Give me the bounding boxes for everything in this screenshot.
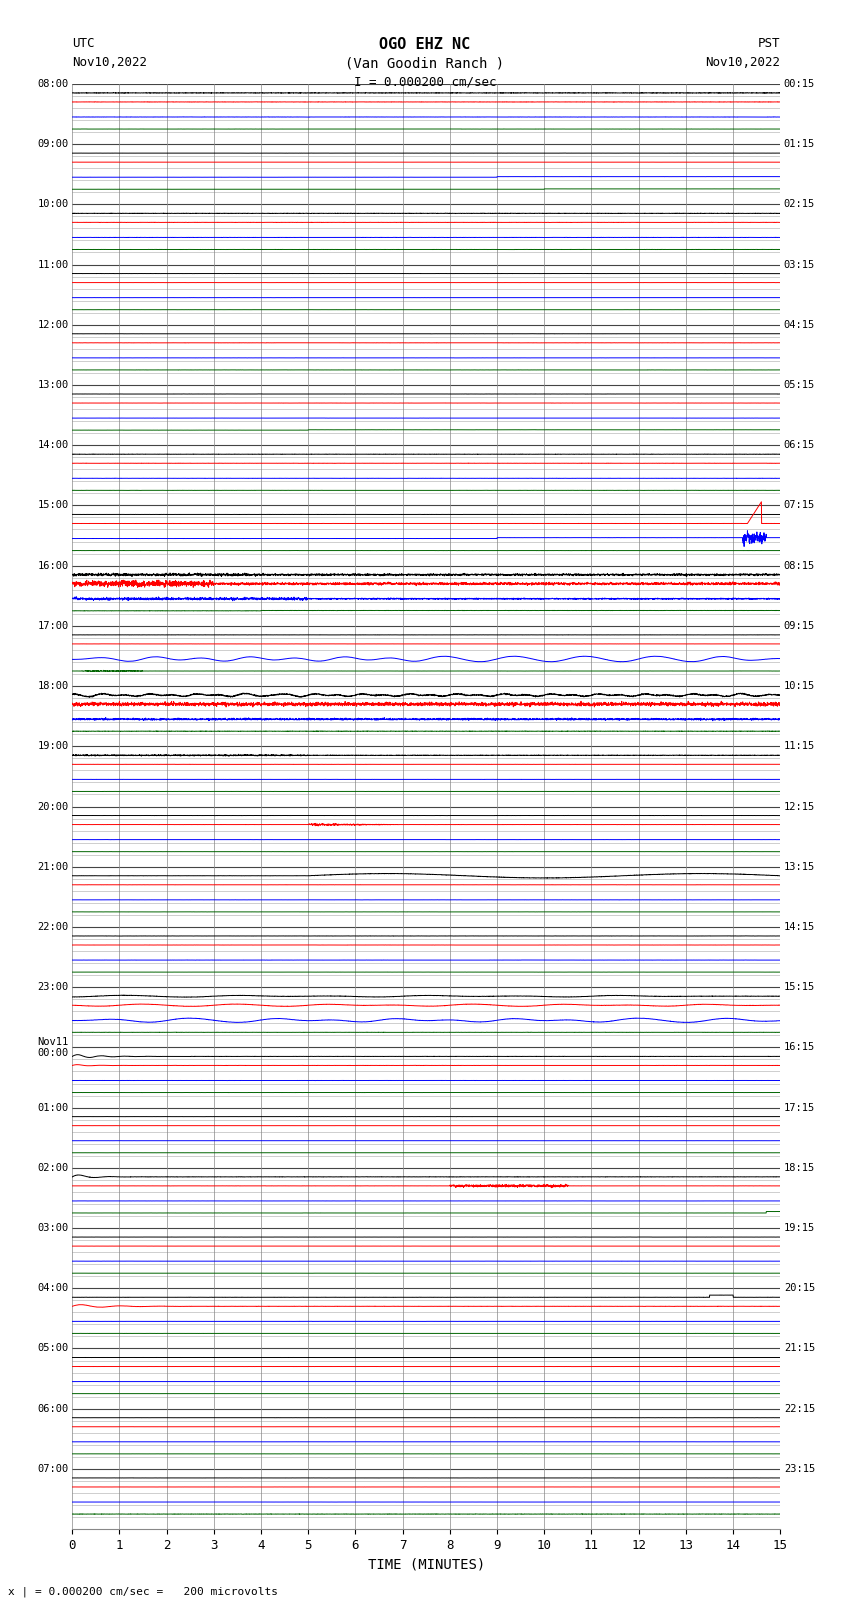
X-axis label: TIME (MINUTES): TIME (MINUTES) bbox=[368, 1558, 484, 1571]
Text: 08:15: 08:15 bbox=[784, 561, 815, 571]
Text: 05:15: 05:15 bbox=[784, 381, 815, 390]
Text: 15:00: 15:00 bbox=[37, 500, 69, 510]
Text: 14:15: 14:15 bbox=[784, 923, 815, 932]
Text: 21:00: 21:00 bbox=[37, 861, 69, 871]
Text: 19:15: 19:15 bbox=[784, 1223, 815, 1232]
Text: 01:00: 01:00 bbox=[37, 1103, 69, 1113]
Text: 20:00: 20:00 bbox=[37, 802, 69, 811]
Text: 03:00: 03:00 bbox=[37, 1223, 69, 1232]
Text: 18:15: 18:15 bbox=[784, 1163, 815, 1173]
Text: 20:15: 20:15 bbox=[784, 1284, 815, 1294]
Text: 23:15: 23:15 bbox=[784, 1465, 815, 1474]
Text: 00:15: 00:15 bbox=[784, 79, 815, 89]
Text: 01:15: 01:15 bbox=[784, 139, 815, 148]
Text: 02:15: 02:15 bbox=[784, 200, 815, 210]
Text: 12:15: 12:15 bbox=[784, 802, 815, 811]
Text: UTC: UTC bbox=[72, 37, 94, 50]
Text: 06:00: 06:00 bbox=[37, 1403, 69, 1413]
Text: Nov10,2022: Nov10,2022 bbox=[72, 56, 147, 69]
Text: 07:15: 07:15 bbox=[784, 500, 815, 510]
Text: (Van Goodin Ranch ): (Van Goodin Ranch ) bbox=[345, 56, 505, 71]
Text: 10:15: 10:15 bbox=[784, 681, 815, 690]
Text: 14:00: 14:00 bbox=[37, 440, 69, 450]
Text: 13:15: 13:15 bbox=[784, 861, 815, 871]
Text: 03:15: 03:15 bbox=[784, 260, 815, 269]
Text: 21:15: 21:15 bbox=[784, 1344, 815, 1353]
Text: 02:00: 02:00 bbox=[37, 1163, 69, 1173]
Text: x | = 0.000200 cm/sec =   200 microvolts: x | = 0.000200 cm/sec = 200 microvolts bbox=[8, 1586, 279, 1597]
Text: Nov11
00:00: Nov11 00:00 bbox=[37, 1037, 69, 1058]
Text: 06:15: 06:15 bbox=[784, 440, 815, 450]
Text: 05:00: 05:00 bbox=[37, 1344, 69, 1353]
Text: 16:00: 16:00 bbox=[37, 561, 69, 571]
Text: OGO EHZ NC: OGO EHZ NC bbox=[379, 37, 471, 52]
Text: 09:00: 09:00 bbox=[37, 139, 69, 148]
Text: 09:15: 09:15 bbox=[784, 621, 815, 631]
Text: 10:00: 10:00 bbox=[37, 200, 69, 210]
Text: 12:00: 12:00 bbox=[37, 319, 69, 329]
Text: 18:00: 18:00 bbox=[37, 681, 69, 690]
Text: 15:15: 15:15 bbox=[784, 982, 815, 992]
Text: 23:00: 23:00 bbox=[37, 982, 69, 992]
Text: Nov10,2022: Nov10,2022 bbox=[706, 56, 780, 69]
Text: I = 0.000200 cm/sec: I = 0.000200 cm/sec bbox=[354, 76, 496, 89]
Text: 11:15: 11:15 bbox=[784, 742, 815, 752]
Text: 07:00: 07:00 bbox=[37, 1465, 69, 1474]
Text: 19:00: 19:00 bbox=[37, 742, 69, 752]
Text: 22:00: 22:00 bbox=[37, 923, 69, 932]
Text: 11:00: 11:00 bbox=[37, 260, 69, 269]
Text: 04:00: 04:00 bbox=[37, 1284, 69, 1294]
Text: 17:15: 17:15 bbox=[784, 1103, 815, 1113]
Text: 04:15: 04:15 bbox=[784, 319, 815, 329]
Text: 22:15: 22:15 bbox=[784, 1403, 815, 1413]
Text: 16:15: 16:15 bbox=[784, 1042, 815, 1052]
Text: 17:00: 17:00 bbox=[37, 621, 69, 631]
Text: 13:00: 13:00 bbox=[37, 381, 69, 390]
Text: 08:00: 08:00 bbox=[37, 79, 69, 89]
Text: PST: PST bbox=[758, 37, 780, 50]
